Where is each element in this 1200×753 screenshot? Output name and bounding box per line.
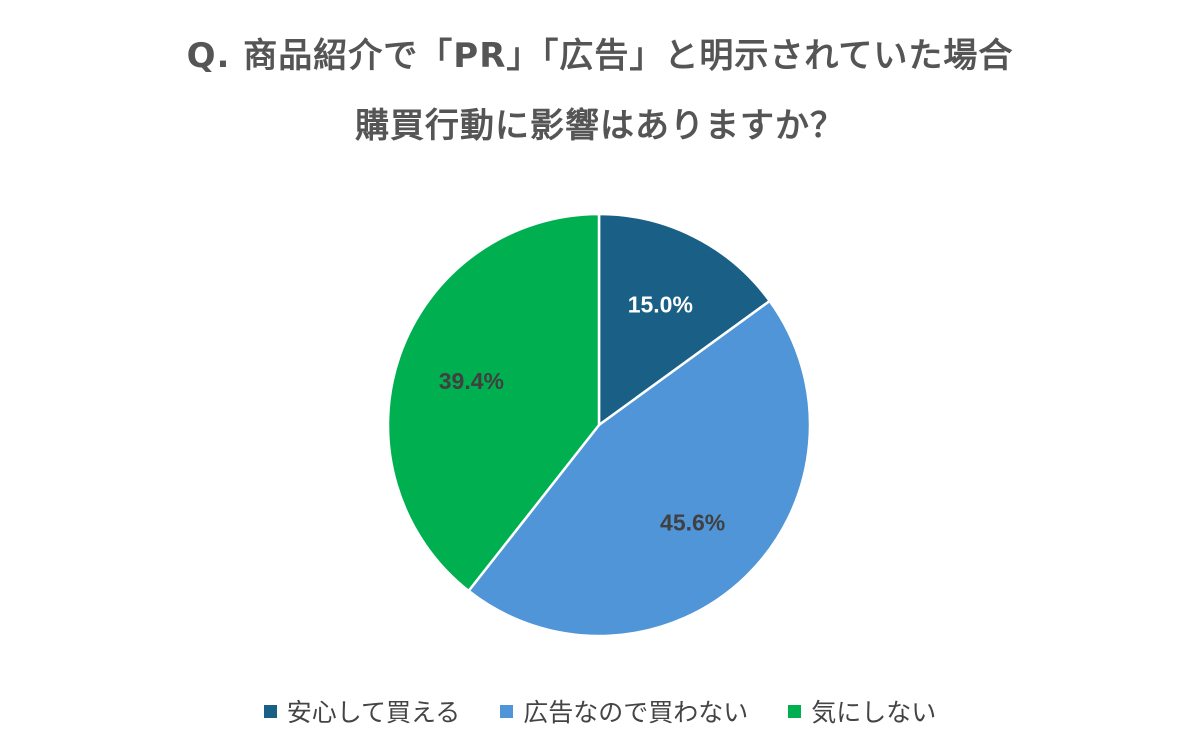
chart-legend: 安心して買える 広告なので買わない 気にしない: [0, 693, 1200, 729]
chart-title-line1: Q. 商品紹介で「PR」「広告」と明示されていた場合: [186, 36, 1014, 76]
legend-item-3: 気にしない: [788, 693, 936, 729]
pie-slice-1: [597, 212, 772, 428]
legend-label: 広告なので買わない: [523, 698, 749, 727]
slice-data-label-2: 45.6%: [660, 509, 725, 535]
legend-swatch: [500, 704, 514, 718]
legend-label: 安心して買える: [286, 698, 461, 727]
legend-item-1: 安心して買える: [263, 693, 461, 729]
legend-label: 気にしない: [811, 698, 937, 727]
legend-swatch: [263, 704, 277, 718]
pie-slice-3: [386, 212, 601, 593]
chart-title-line2: 購買行動に影響はありますか？: [355, 106, 845, 146]
slice-data-label-1: 15.0%: [628, 292, 693, 318]
legend-item-2: 広告なので買わない: [500, 693, 748, 729]
legend-swatch: [788, 704, 802, 718]
pie-slice-2: [466, 299, 812, 638]
slice-data-label-3: 39.4%: [439, 368, 504, 394]
